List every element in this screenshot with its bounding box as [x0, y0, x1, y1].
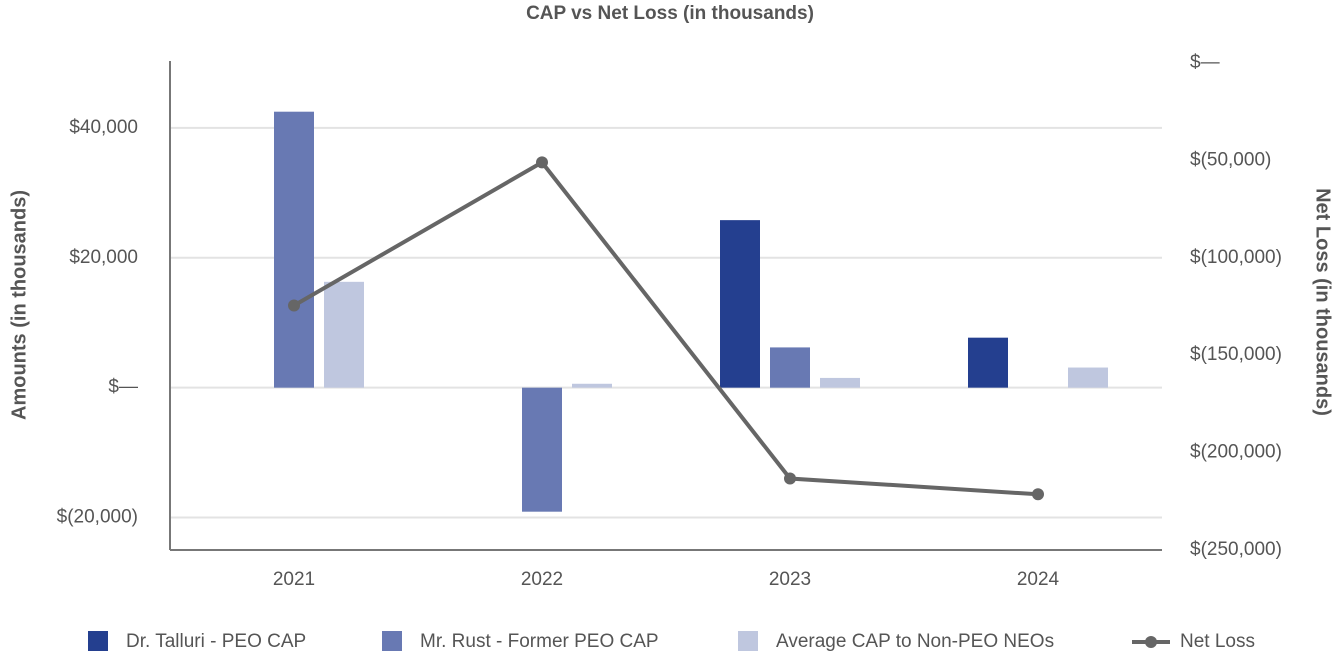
y2-axis-title: Net Loss (in thousands) [1312, 188, 1334, 416]
legend-label: Dr. Talluri - PEO CAP [126, 631, 306, 652]
y-axis-title: Amounts (in thousands) [8, 190, 30, 420]
legend-swatch [738, 631, 758, 651]
y-tick-label: $(20,000) [57, 507, 138, 528]
y2-tick-label: $(100,000) [1190, 247, 1282, 268]
legend-swatch [88, 631, 108, 651]
legend-swatch [382, 631, 402, 651]
line [293, 159, 1039, 497]
x-tick-label: 2021 [273, 569, 315, 590]
x-tick-label: 2022 [521, 569, 563, 590]
bar [522, 387, 562, 512]
x-tick-label: 2024 [1017, 569, 1060, 590]
legend-label: Net Loss [1180, 631, 1255, 652]
line-point [288, 299, 300, 312]
line-point [784, 472, 796, 485]
line-point [536, 156, 548, 169]
bar [1068, 367, 1108, 388]
y2-tick-label: $(200,000) [1190, 442, 1282, 463]
bar [820, 377, 860, 388]
legend-label: Average CAP to Non-PEO NEOs [776, 631, 1054, 652]
x-tick-label: 2023 [769, 569, 811, 590]
y2-tick-label: $— [1190, 52, 1220, 73]
y-tick-label: $40,000 [69, 117, 138, 138]
chart-title: CAP vs Net Loss (in thousands) [526, 3, 814, 24]
bar [274, 111, 314, 388]
bar [572, 383, 612, 388]
bar [720, 220, 760, 388]
y-tick-label: $— [108, 377, 138, 398]
bar [770, 347, 810, 388]
legend-dot [1145, 636, 1157, 648]
y2-tick-label: $(150,000) [1190, 344, 1282, 365]
bar [968, 337, 1008, 388]
y2-tick-label: $(50,000) [1190, 149, 1271, 170]
line-point [1032, 488, 1044, 501]
y2-tick-label: $(250,000) [1190, 539, 1282, 560]
bar [324, 281, 364, 388]
legend-label: Mr. Rust - Former PEO CAP [420, 631, 659, 652]
y-tick-label: $20,000 [69, 247, 138, 268]
